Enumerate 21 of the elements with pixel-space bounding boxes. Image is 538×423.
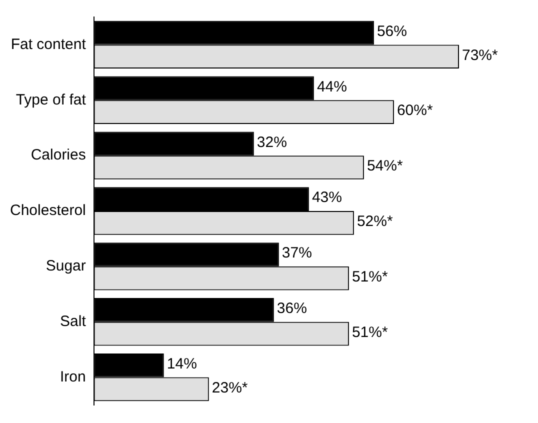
data-label: 51%* xyxy=(352,324,388,341)
data-label: 44% xyxy=(316,78,347,96)
data-label: 56% xyxy=(376,22,407,40)
data-label: 14% xyxy=(166,356,197,373)
y-tick-label: Salt xyxy=(60,313,87,330)
y-tick-label: Fat content xyxy=(10,36,87,53)
data-label: 32% xyxy=(256,134,287,151)
data-label: 54%* xyxy=(366,158,403,175)
data-label: 52%* xyxy=(356,213,393,230)
y-tick-label: Cholesterol xyxy=(10,202,86,220)
y-tick-label: Calories xyxy=(30,146,86,164)
y-tick-label: Type of fat xyxy=(16,91,87,108)
data-label: 60%* xyxy=(396,102,433,120)
data-label: 23%* xyxy=(212,379,248,396)
y-tick-label: Iron xyxy=(60,368,86,386)
data-label: 37% xyxy=(282,244,312,262)
data-label: 43% xyxy=(312,189,342,206)
data-label: 36% xyxy=(276,300,307,318)
y-tick-label: Sugar xyxy=(46,258,86,275)
data-label: 51%* xyxy=(352,268,388,286)
data-label: 73%* xyxy=(462,46,498,64)
